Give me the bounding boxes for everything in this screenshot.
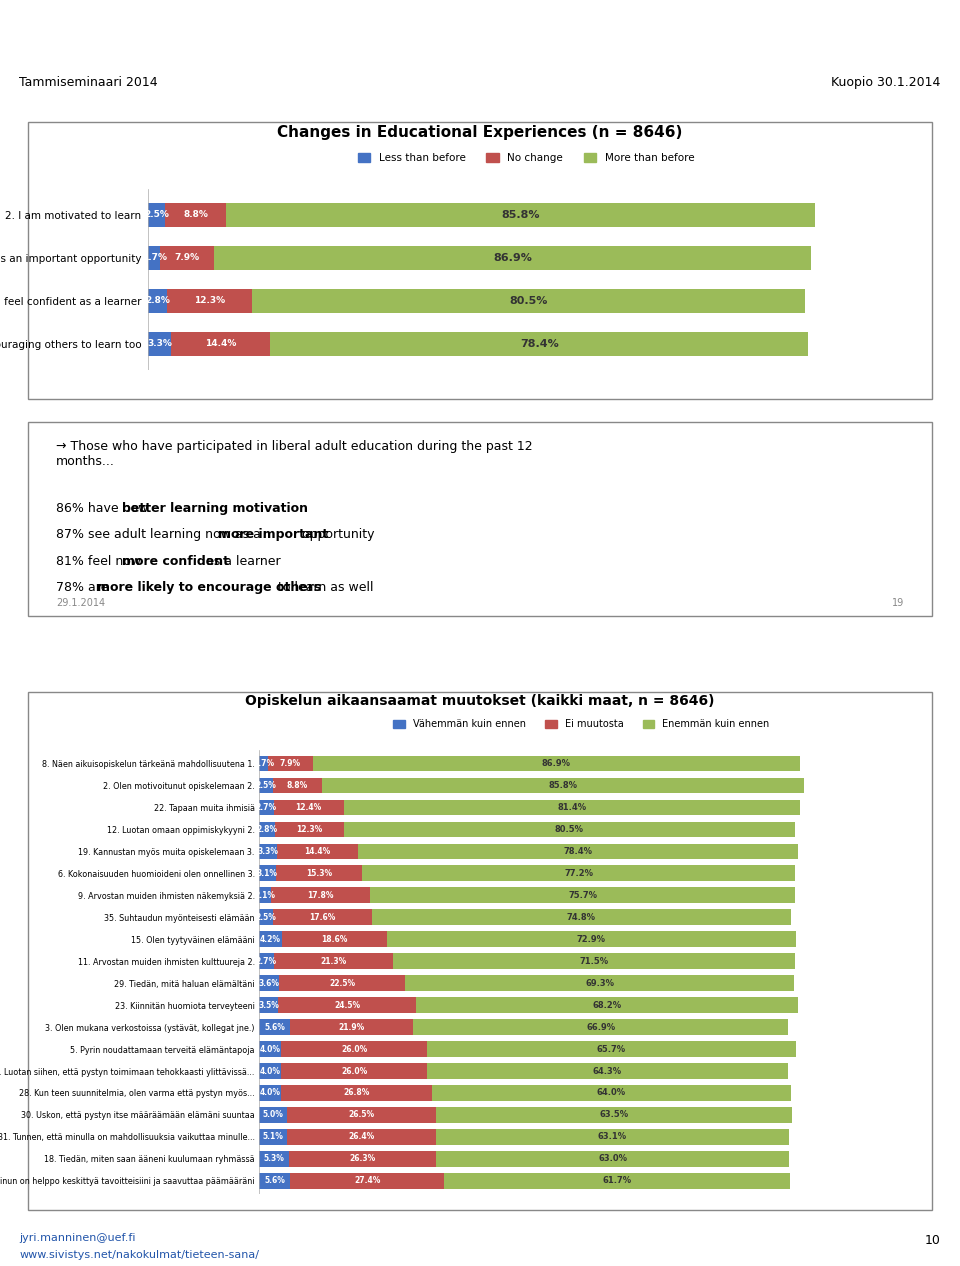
Text: 87% see adult learning now as a: 87% see adult learning now as a bbox=[56, 528, 265, 541]
Text: as a learner: as a learner bbox=[202, 555, 280, 567]
Text: → Those who have participated in liberal adult education during the past 12
mont: → Those who have participated in liberal… bbox=[56, 441, 533, 468]
Text: more important: more important bbox=[218, 528, 328, 541]
Text: Kuopio 30.1.2014: Kuopio 30.1.2014 bbox=[831, 76, 941, 89]
Text: 81% feel now: 81% feel now bbox=[56, 555, 145, 567]
Text: Opiskelun aikaansaamat muutokset (kaikki maat, n = 8646): Opiskelun aikaansaamat muutokset (kaikki… bbox=[245, 694, 715, 708]
FancyBboxPatch shape bbox=[29, 691, 931, 1210]
Text: 86% have now: 86% have now bbox=[56, 501, 153, 514]
Text: more likely to encourage others: more likely to encourage others bbox=[97, 581, 321, 594]
Text: opportunity: opportunity bbox=[299, 528, 374, 541]
Text: www.sivistys.net/nakokulmat/tieteen-sana/: www.sivistys.net/nakokulmat/tieteen-sana… bbox=[19, 1250, 259, 1260]
Text: Tammiseminaari 2014: Tammiseminaari 2014 bbox=[19, 76, 157, 89]
Text: better learning motivation: better learning motivation bbox=[122, 501, 308, 514]
Text: more confident: more confident bbox=[122, 555, 228, 567]
FancyBboxPatch shape bbox=[29, 122, 931, 399]
Text: 29.1.2014: 29.1.2014 bbox=[56, 598, 106, 608]
Text: Changes in Educational Experiences (n = 8646): Changes in Educational Experiences (n = … bbox=[277, 125, 683, 141]
Text: 78% are: 78% are bbox=[56, 581, 112, 594]
Text: 19: 19 bbox=[892, 598, 904, 608]
Text: 10: 10 bbox=[924, 1234, 941, 1247]
Text: jyri.manninen@uef.fi: jyri.manninen@uef.fi bbox=[19, 1233, 135, 1243]
FancyBboxPatch shape bbox=[29, 422, 931, 615]
Text: to learn as well: to learn as well bbox=[274, 581, 373, 594]
